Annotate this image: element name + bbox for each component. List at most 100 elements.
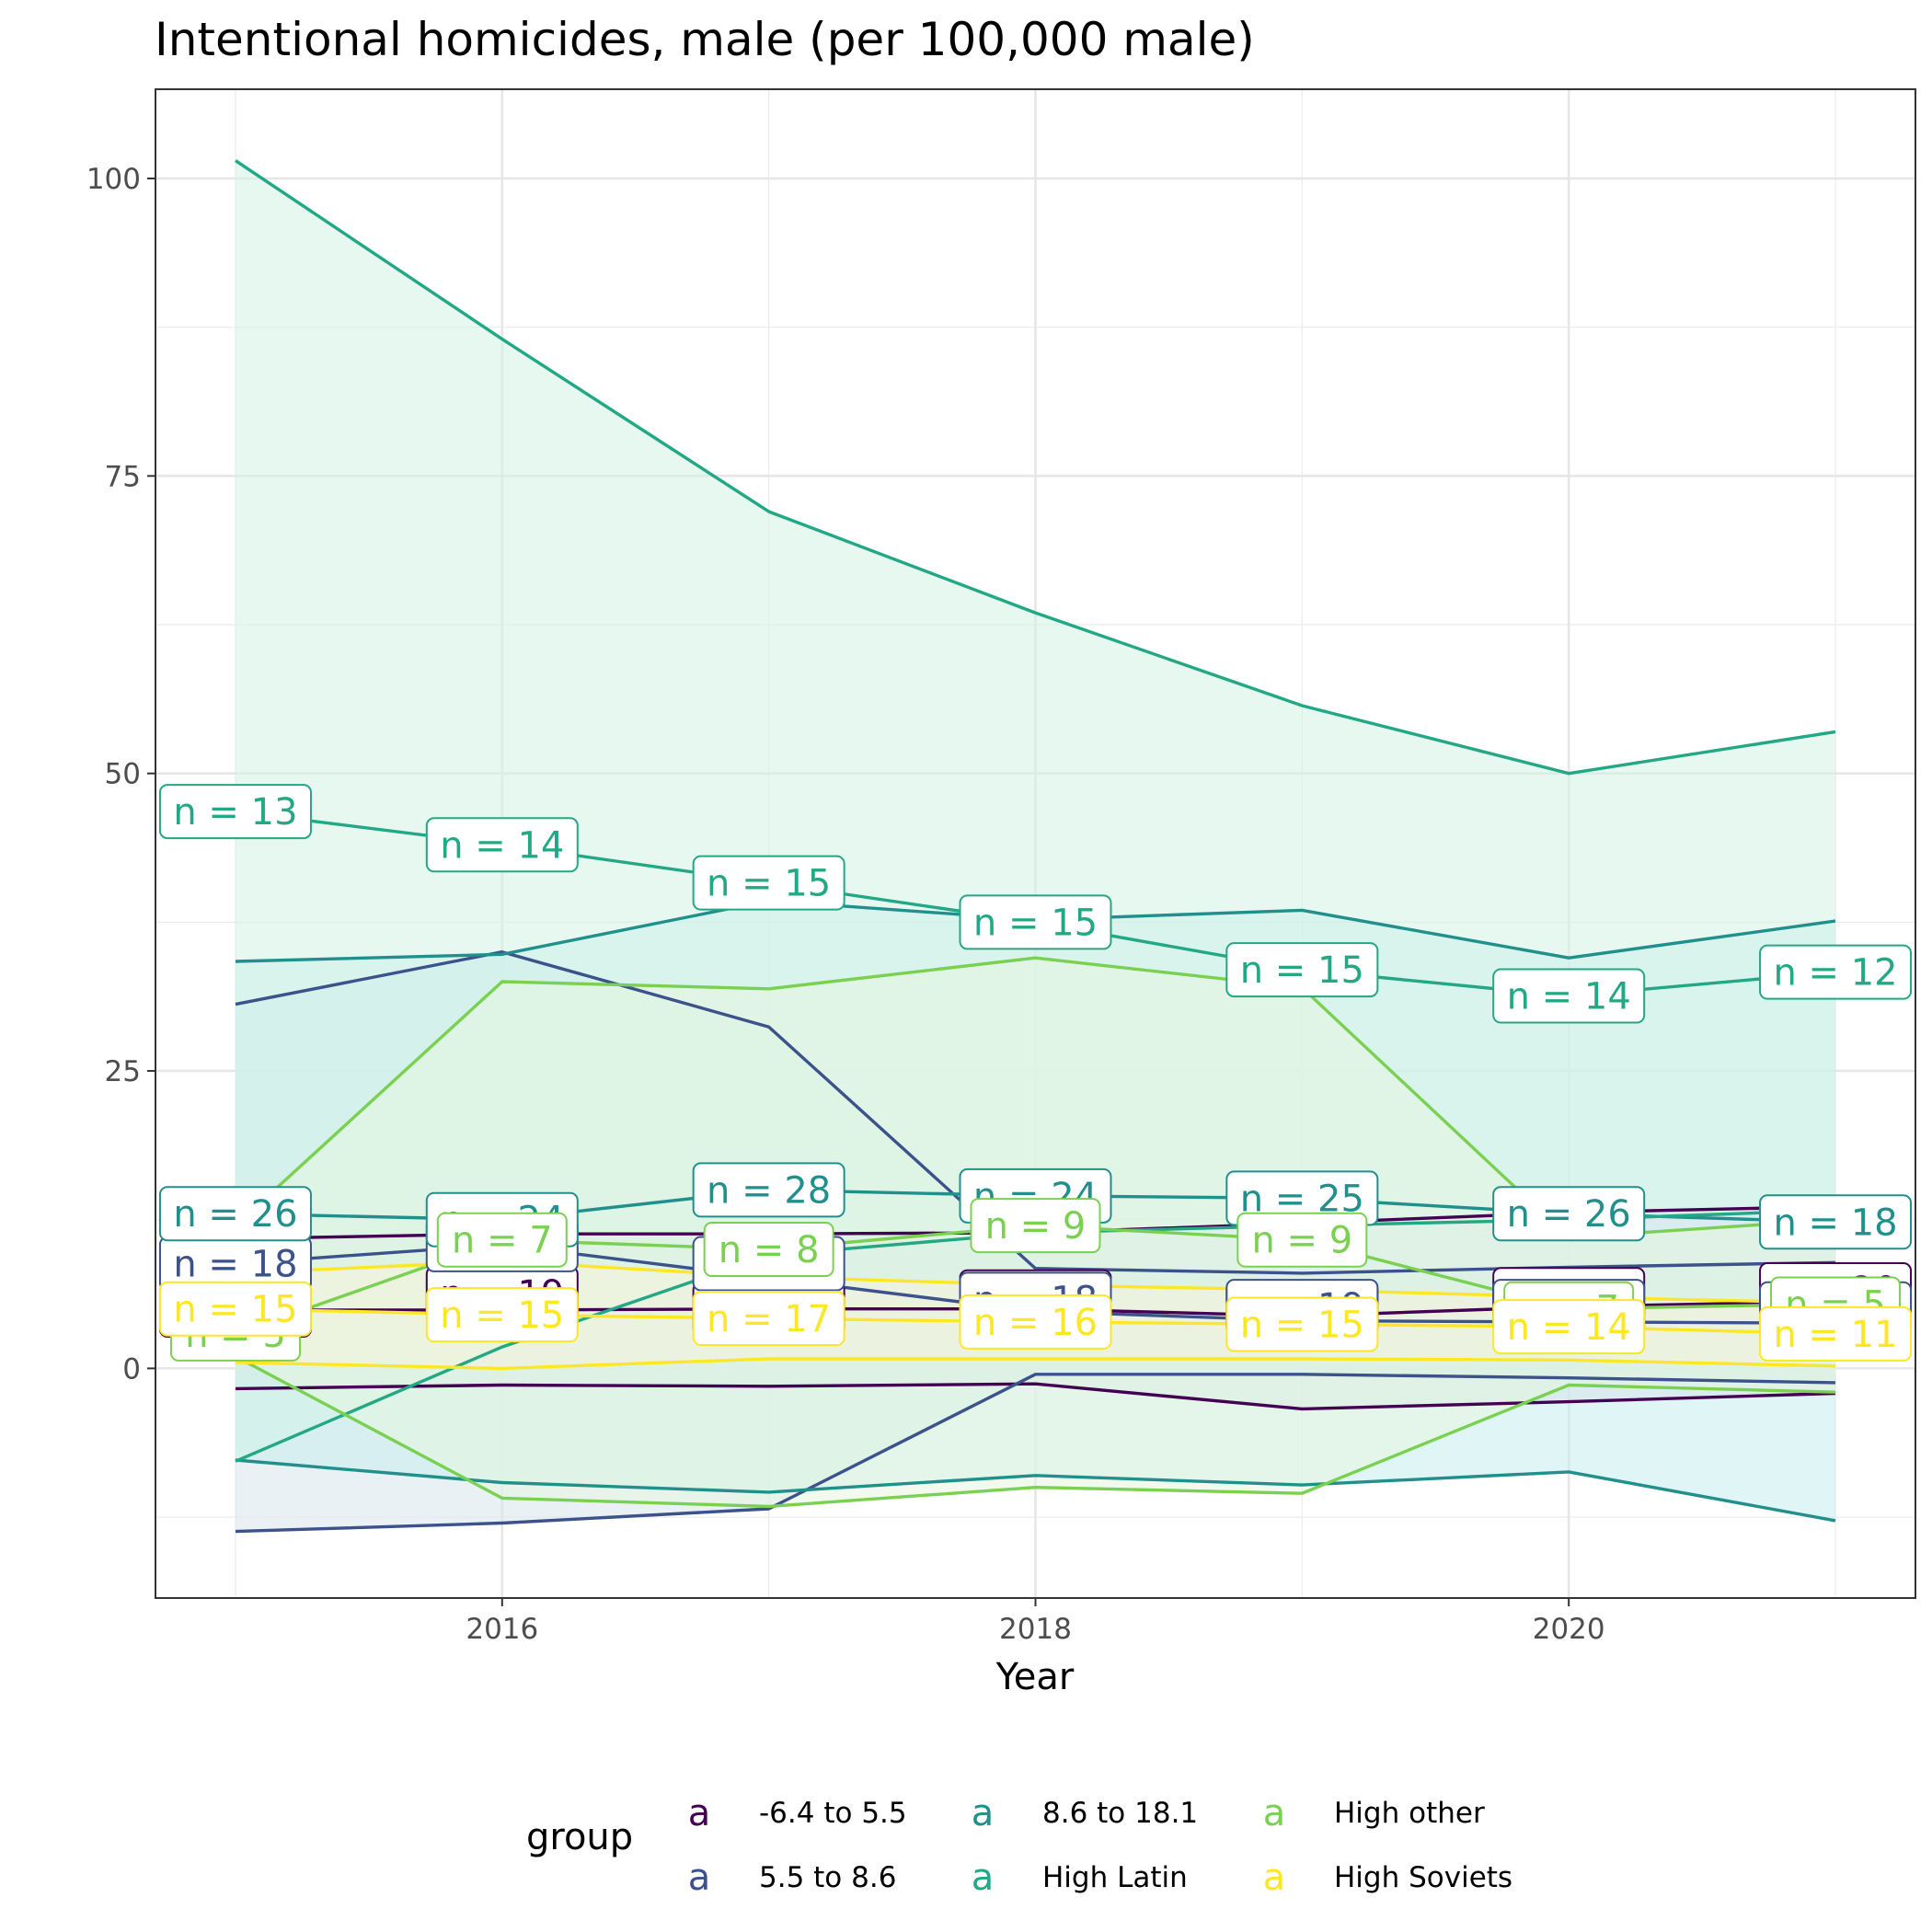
count-label-series-5: n = 15 xyxy=(1225,1296,1379,1352)
count-label-box xyxy=(692,1291,845,1347)
y-tick-label: 75 xyxy=(105,460,141,493)
plot-area: n = 20n = 19n = 20n = 20n = 21n = 19n = … xyxy=(158,159,1913,1534)
x-tick-label: 2016 xyxy=(466,1613,538,1646)
y-tick-label: 0 xyxy=(122,1352,141,1386)
count-label-series-3: n = 15 xyxy=(959,894,1112,950)
count-label-box xyxy=(692,1162,845,1218)
count-label-series-3: n = 14 xyxy=(425,817,579,873)
y-tick-label: 100 xyxy=(86,163,141,196)
count-label-text: n = 26 xyxy=(1507,1193,1631,1236)
legend-key: a xyxy=(688,1857,711,1899)
legend-item: a 5.5 to 8.6 xyxy=(688,1857,897,1899)
legend-item: a High other xyxy=(1263,1792,1485,1834)
count-label-box xyxy=(158,1186,312,1242)
count-label-series-2: n = 26 xyxy=(158,1186,312,1242)
line-lower-series-5 xyxy=(235,1357,1836,1371)
count-label-text: n = 17 xyxy=(707,1298,831,1340)
legend-item: a High Soviets xyxy=(1263,1857,1512,1899)
count-label-series-5: n = 15 xyxy=(425,1287,579,1343)
count-label-series-1: n = 18 xyxy=(158,1236,312,1292)
count-labels: n = 20n = 19n = 20n = 20n = 21n = 19n = … xyxy=(158,784,1913,1362)
count-label-box xyxy=(970,1198,1101,1254)
line-upper-series-3 xyxy=(235,159,1836,776)
count-label-text: n = 13 xyxy=(173,791,297,834)
count-label-box xyxy=(959,1294,1112,1350)
count-label-series-3: n = 14 xyxy=(1492,968,1646,1024)
count-label-series-3: n = 15 xyxy=(1225,942,1379,998)
legend-key: a xyxy=(1263,1857,1286,1899)
legend-item: a High Latin xyxy=(972,1857,1188,1899)
count-label-text: n = 14 xyxy=(440,824,564,867)
x-tick-label: 2020 xyxy=(1533,1613,1605,1646)
legend-label: -6.4 to 5.5 xyxy=(759,1797,907,1830)
count-label-box xyxy=(1225,1296,1379,1352)
line-lower-series-0 xyxy=(235,1382,1836,1411)
count-label-text: n = 12 xyxy=(1773,952,1897,995)
count-label-text: n = 14 xyxy=(1507,976,1631,1018)
count-label-box xyxy=(703,1222,834,1278)
ribbons xyxy=(236,160,1835,1532)
legend-item: a -6.4 to 5.5 xyxy=(688,1792,907,1834)
legend-item: a 8.6 to 18.1 xyxy=(972,1792,1198,1834)
count-label-text: n = 15 xyxy=(973,902,1098,944)
count-label-box xyxy=(158,784,312,840)
count-label-text: n = 28 xyxy=(707,1169,831,1212)
count-label-text: n = 15 xyxy=(1240,1305,1364,1347)
count-label-series-4: n = 9 xyxy=(970,1198,1101,1254)
count-label-box xyxy=(1759,1305,1913,1362)
count-label-text: n = 15 xyxy=(173,1289,297,1331)
legend-label: High other xyxy=(1334,1797,1485,1830)
axes: 0 25 50 75 100 2016 2018 2020 xyxy=(86,163,1605,1646)
count-label-box xyxy=(1492,968,1646,1024)
count-label-series-5: n = 17 xyxy=(692,1291,845,1347)
line-lower-series-2 xyxy=(235,1458,1836,1523)
count-label-text: n = 8 xyxy=(719,1229,820,1271)
count-label-series-4: n = 8 xyxy=(703,1222,834,1278)
count-label-box xyxy=(1236,1212,1368,1268)
count-label-text: n = 18 xyxy=(1773,1202,1897,1244)
count-label-box xyxy=(1225,942,1379,998)
count-label-series-2: n = 28 xyxy=(692,1162,845,1218)
legend-label: 5.5 to 8.6 xyxy=(759,1861,896,1894)
count-label-text: n = 15 xyxy=(440,1294,564,1337)
legend-label: 8.6 to 18.1 xyxy=(1042,1797,1198,1830)
count-label-text: n = 9 xyxy=(1251,1220,1352,1262)
count-label-series-3: n = 15 xyxy=(692,855,845,911)
count-label-text: n = 7 xyxy=(452,1220,553,1262)
count-label-box xyxy=(425,1287,579,1343)
x-tick-label: 2018 xyxy=(999,1613,1072,1646)
count-label-text: n = 14 xyxy=(1507,1306,1631,1349)
count-label-box xyxy=(692,855,845,911)
count-label-box xyxy=(959,894,1112,950)
count-label-series-5: n = 16 xyxy=(959,1294,1112,1350)
legend-title: group xyxy=(526,1816,633,1858)
count-label-box xyxy=(1759,944,1913,1000)
count-label-series-3: n = 13 xyxy=(158,784,312,840)
legend-key: a xyxy=(1263,1792,1286,1834)
y-tick-label: 50 xyxy=(105,758,141,791)
count-label-text: n = 15 xyxy=(1240,949,1364,992)
legend-key: a xyxy=(972,1792,995,1834)
legend-key: a xyxy=(688,1792,711,1834)
count-label-box xyxy=(158,1281,312,1337)
count-label-series-2: n = 26 xyxy=(1492,1186,1646,1242)
count-label-series-3: n = 12 xyxy=(1759,944,1913,1000)
count-label-series-4: n = 9 xyxy=(1236,1212,1368,1268)
count-label-box xyxy=(425,817,579,873)
count-label-text: n = 9 xyxy=(985,1205,1087,1248)
count-label-box xyxy=(1492,1186,1646,1242)
legend-label: High Latin xyxy=(1042,1861,1188,1894)
count-label-series-5: n = 14 xyxy=(1492,1299,1646,1355)
legend-label: High Soviets xyxy=(1334,1861,1512,1894)
count-label-series-2: n = 18 xyxy=(1759,1194,1913,1250)
count-label-text: n = 18 xyxy=(173,1244,297,1286)
line-lower-series-4 xyxy=(235,1354,1836,1509)
count-label-text: n = 16 xyxy=(973,1302,1098,1344)
legend-key: a xyxy=(972,1857,995,1899)
y-tick-label: 25 xyxy=(105,1055,141,1088)
count-label-box xyxy=(1759,1194,1913,1250)
count-label-series-5: n = 15 xyxy=(158,1281,312,1337)
line-lower-series-1 xyxy=(235,1373,1836,1534)
count-label-text: n = 11 xyxy=(1773,1314,1897,1356)
